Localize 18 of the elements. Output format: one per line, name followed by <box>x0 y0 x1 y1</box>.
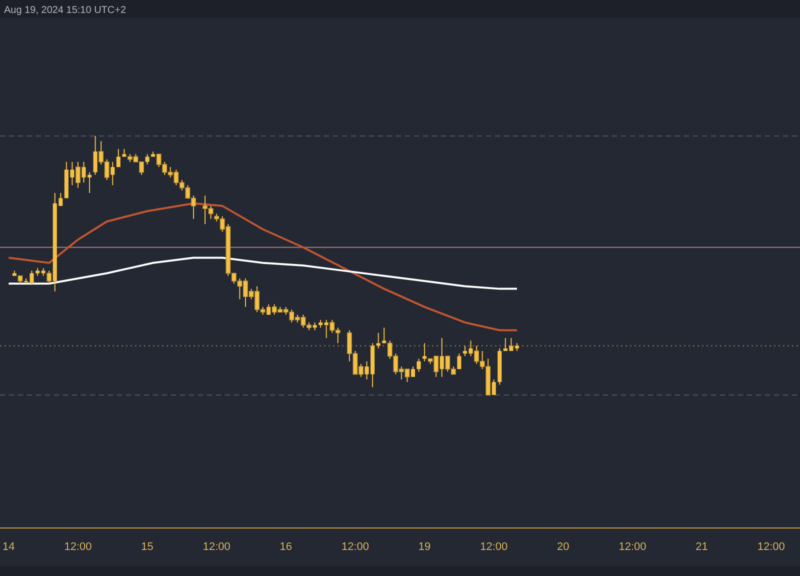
x-tick-label: 12:00 <box>202 541 230 553</box>
x-tick-label: 12:00 <box>64 541 92 553</box>
x-tick-label: 21 <box>696 541 708 553</box>
candlestick <box>422 342 427 362</box>
x-tick-label: 20 <box>557 541 570 553</box>
candlestick <box>376 332 380 349</box>
x-tick-label: 19 <box>418 541 431 553</box>
x-tick-label: 12:00 <box>618 541 646 553</box>
x-tick-label: 15 <box>141 541 154 553</box>
x-tick-label: 12:00 <box>757 541 785 553</box>
candlestick <box>116 148 120 168</box>
x-tick-label: 12:00 <box>341 541 369 553</box>
candlestick <box>382 327 386 344</box>
chart-title: Aug 19, 2024 15:10 UTC+2 <box>4 5 126 16</box>
x-tick-label: 12:00 <box>480 541 508 553</box>
x-tick-label: 14 <box>2 541 15 553</box>
candlestick <box>416 358 421 372</box>
x-tick-label: 16 <box>280 541 292 553</box>
